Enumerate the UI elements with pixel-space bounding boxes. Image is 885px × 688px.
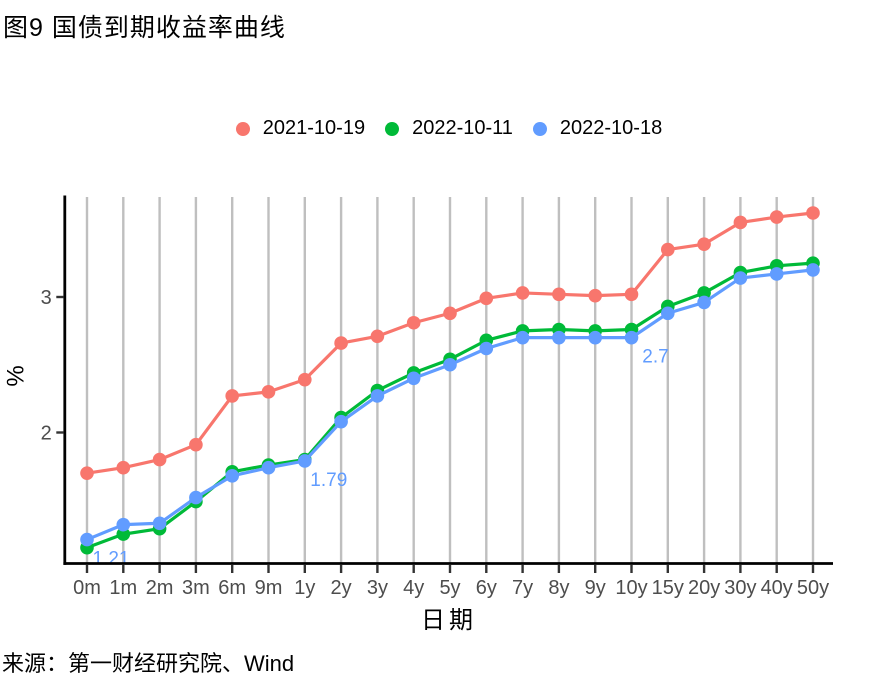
- legend-label: 2022-10-11: [412, 117, 513, 139]
- legend: 2021-10-19 2022-10-11 2022-10-18: [65, 117, 833, 140]
- point-2021-10-19-2y: [334, 336, 348, 350]
- point-2022-10-18-3m: [189, 490, 203, 505]
- legend-marker-icon: [385, 121, 400, 136]
- annotation-1.21: 1.21: [93, 549, 130, 570]
- point-2022-10-18-8y: [552, 330, 566, 345]
- legend-marker-icon: [532, 121, 547, 136]
- x-tick-label-6m: 6m: [218, 577, 246, 599]
- point-2021-10-19-7y: [515, 286, 530, 300]
- point-2021-10-19-0m: [80, 466, 94, 480]
- point-2021-10-19-6y: [479, 291, 494, 306]
- x-axis-ticks: 0m 1m 2m 3m 6m 9m 1y 2y 3y 4y 5y 6y 7y 8y 9y 10y 15y 20y 3…: [73, 564, 829, 599]
- x-tick-label-8y: 8y: [548, 577, 569, 599]
- legend-label: 2022-10-18: [559, 117, 663, 139]
- point-2021-10-19-20y: [697, 237, 711, 251]
- point-2021-10-19-9y: [588, 288, 602, 303]
- point-2022-10-18-0m: [80, 532, 94, 547]
- axes: [63, 195, 833, 565]
- point-2022-10-18-6y: [479, 341, 494, 356]
- y-axis-title: %: [2, 365, 30, 387]
- legend-item-2022-10-11: 2022-10-11: [385, 117, 513, 140]
- legend-item-2022-10-18: 2022-10-18: [532, 117, 663, 140]
- point-2022-10-11-1m: [116, 527, 131, 541]
- point-2021-10-19-30y: [733, 215, 748, 230]
- x-tick-label-2y: 2y: [331, 577, 352, 599]
- point-2022-10-18-9y: [588, 330, 602, 345]
- point-2021-10-19-1m: [116, 460, 131, 475]
- y-tick-label-2: 2: [41, 423, 52, 445]
- point-2022-10-18-6m: [225, 469, 239, 483]
- point-2022-10-18-20y: [697, 295, 711, 310]
- series-2022-10-18: [80, 263, 820, 547]
- point-2021-10-19-10y: [624, 287, 639, 302]
- x-tick-label-40y: 40y: [761, 577, 793, 599]
- point-2022-10-18-50y: [806, 263, 820, 277]
- point-2021-10-19-4y: [406, 315, 421, 330]
- x-tick-label-0m: 0m: [73, 577, 101, 599]
- x-tick-label-20y: 20y: [688, 577, 720, 599]
- legend-item-2021-10-19: 2021-10-19: [235, 117, 366, 140]
- x-tick-label-1m: 1m: [109, 577, 137, 599]
- x-tick-label-9y: 9y: [585, 577, 606, 599]
- point-2022-10-11-20y: [697, 286, 711, 300]
- point-2022-10-18-30y: [733, 271, 748, 285]
- x-tick-label-6y: 6y: [476, 577, 497, 599]
- point-2022-10-18-2y: [334, 414, 348, 429]
- gridlines: [85, 197, 815, 564]
- point-2022-10-18-9m: [261, 460, 276, 475]
- point-2021-10-19-3m: [189, 437, 203, 452]
- point-2022-10-18-3y: [370, 389, 385, 403]
- x-axis-title: 日期: [421, 607, 477, 634]
- point-2021-10-19-5y: [443, 306, 457, 321]
- point-2022-10-18-7y: [515, 330, 530, 345]
- point-2021-10-19-50y: [806, 206, 820, 220]
- x-tick-label-5y: 5y: [439, 577, 460, 599]
- x-tick-label-3y: 3y: [367, 577, 388, 599]
- x-tick-label-2m: 2m: [146, 577, 174, 599]
- figure-title: 图9 国债到期收益率曲线: [3, 14, 286, 42]
- x-tick-label-1y: 1y: [294, 577, 315, 599]
- x-tick-label-4y: 4y: [403, 577, 424, 599]
- x-tick-label-9m: 9m: [255, 577, 283, 599]
- point-2021-10-19-6m: [225, 389, 239, 403]
- point-2022-10-18-1y: [298, 454, 312, 468]
- x-tick-label-7y: 7y: [512, 577, 533, 599]
- point-2021-10-19-3y: [370, 329, 385, 344]
- point-2022-10-18-1m: [116, 517, 131, 532]
- y-axis-ticks: 23: [41, 287, 64, 445]
- point-2022-10-18-2m: [152, 516, 167, 531]
- x-tick-label-3m: 3m: [182, 577, 210, 599]
- legend-label: 2021-10-19: [262, 117, 366, 139]
- x-tick-label-30y: 30y: [724, 577, 756, 599]
- point-2021-10-19-9m: [261, 385, 276, 399]
- legend-marker-icon: [235, 121, 250, 136]
- point-2021-10-19-15y: [661, 242, 675, 257]
- y-tick-label-3: 3: [41, 287, 52, 309]
- point-2022-10-18-40y: [769, 267, 784, 281]
- x-tick-label-10y: 10y: [615, 577, 647, 599]
- point-2021-10-19-1y: [298, 372, 312, 387]
- point-2022-10-18-4y: [406, 371, 421, 386]
- x-tick-label-50y: 50y: [797, 577, 829, 599]
- point-2021-10-19-40y: [769, 210, 784, 224]
- annotation-1.79: 1.79: [310, 470, 347, 491]
- point-2021-10-19-2m: [152, 452, 167, 467]
- point-2022-10-18-15y: [661, 306, 675, 321]
- point-2021-10-19-8y: [552, 287, 566, 302]
- series-2021-10-19: [80, 206, 820, 480]
- annotation-2.7: 2.7: [642, 347, 668, 368]
- annotations: 1.21 1.79 2.7: [93, 347, 669, 570]
- point-2022-10-18-10y: [624, 330, 639, 345]
- x-tick-label-15y: 15y: [652, 577, 684, 599]
- source-note: 来源：第一财经研究院、Wind: [2, 651, 295, 676]
- point-2022-10-18-5y: [443, 357, 457, 372]
